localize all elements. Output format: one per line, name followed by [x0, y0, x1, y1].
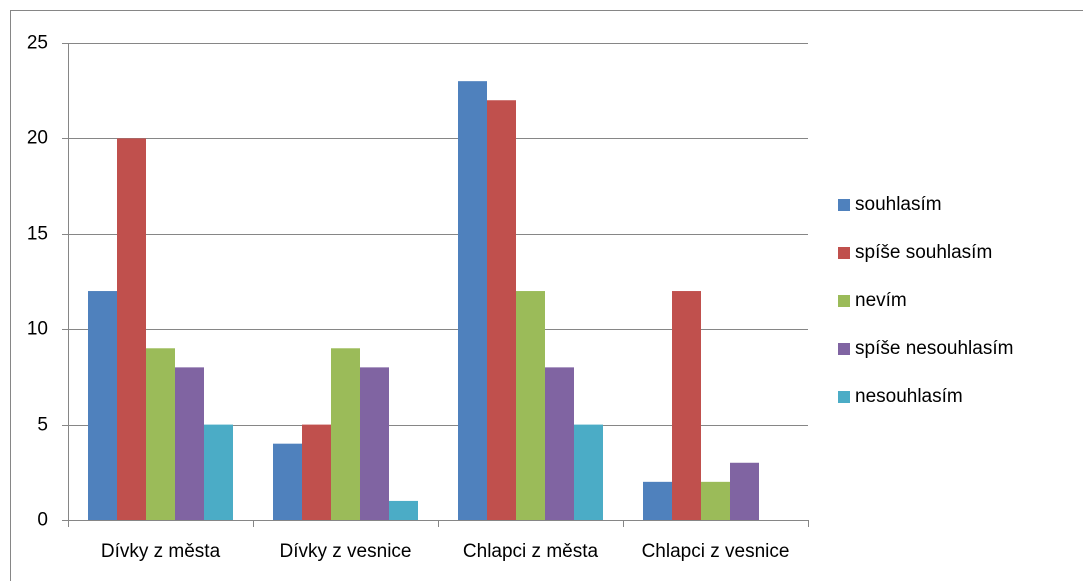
bar — [389, 500, 418, 520]
bar — [516, 291, 545, 520]
bar — [545, 367, 574, 520]
legend-swatch — [838, 247, 850, 259]
legend-label: spíše nesouhlasím — [855, 338, 1013, 359]
y-tick-label: 5 — [37, 415, 48, 436]
bar — [730, 462, 759, 520]
bar — [273, 443, 302, 520]
bar — [175, 367, 204, 520]
bar — [360, 367, 389, 520]
legend-label: nesouhlasím — [855, 386, 963, 407]
legend-swatch — [838, 391, 850, 403]
legend-swatch — [838, 199, 850, 211]
bar — [117, 138, 146, 520]
y-tick-label: 20 — [27, 128, 48, 149]
y-tick-label: 0 — [37, 510, 48, 531]
bar — [88, 291, 117, 520]
y-tick-label: 10 — [27, 319, 48, 340]
legend-label: nevím — [855, 290, 907, 311]
bar — [302, 424, 331, 520]
x-tick-label: Chlapci z vesnice — [642, 541, 790, 562]
bar — [574, 424, 603, 520]
x-tick-label: Dívky z vesnice — [280, 541, 412, 562]
bar — [331, 348, 360, 520]
legend-swatch — [838, 295, 850, 307]
x-tick-label: Dívky z města — [101, 541, 221, 562]
y-tick-label: 15 — [27, 224, 48, 245]
x-tick-label: Chlapci z města — [463, 541, 599, 562]
legend-label: spíše souhlasím — [855, 242, 992, 263]
bar — [701, 481, 730, 520]
bar — [204, 424, 233, 520]
bar — [487, 100, 516, 521]
bar — [672, 291, 701, 520]
legend-label: souhlasím — [855, 194, 942, 215]
y-tick-label: 25 — [27, 33, 48, 54]
legend-swatch — [838, 343, 850, 355]
bar — [146, 348, 175, 520]
bar — [458, 81, 487, 520]
bar — [643, 481, 672, 520]
